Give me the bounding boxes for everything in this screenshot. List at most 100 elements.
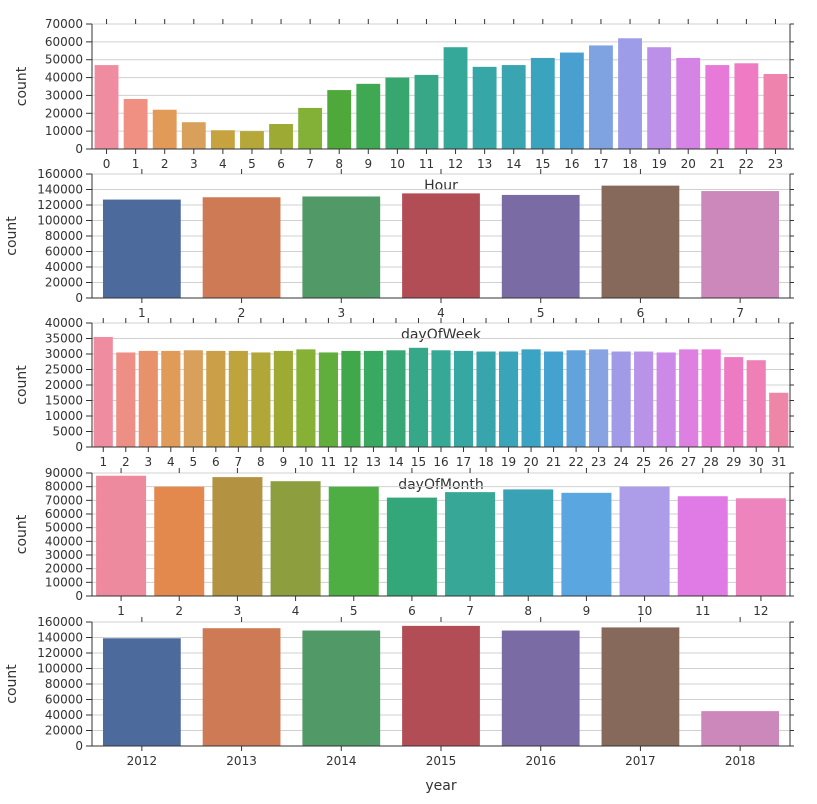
bar-20 [521,349,541,447]
bar-17 [589,45,613,149]
y-tick-label: 140000 [37,183,83,197]
x-tick-label: 9 [364,157,372,171]
x-tick-label: 14 [388,455,403,469]
x-tick-label: 2018 [725,754,756,768]
y-tick-label: 40000 [45,708,83,722]
x-tick-label: 10 [298,455,313,469]
bar-31 [769,392,789,447]
bar-14 [386,350,406,447]
bar-1 [123,99,148,149]
x-tick-label: 19 [651,157,666,171]
x-tick-label: 27 [681,455,696,469]
x-tick-label: 2 [161,157,169,171]
y-tick-label: 50000 [45,521,83,535]
x-tick-label: 12 [343,455,358,469]
x-axis-label: Hour [424,178,458,194]
y-tick-label: 0 [75,739,83,753]
bar-2014 [302,630,381,746]
bar-3 [302,196,381,298]
x-tick-label: 2014 [326,754,357,768]
x-tick-label: 1 [99,455,107,469]
x-tick-label: 2017 [625,754,656,768]
x-tick-label: 20 [681,157,696,171]
x-axis-label: dayOfMonth [398,477,484,493]
bar-10 [385,77,410,149]
x-tick-label: 20 [523,455,538,469]
y-tick-label: 30000 [45,347,83,361]
bar-12 [443,47,468,149]
x-tick-label: 7 [736,306,744,320]
bar-22 [566,350,586,447]
y-tick-label: 20000 [45,106,83,120]
bar-13 [472,66,497,149]
bar-7 [701,191,780,298]
y-tick-label: 25000 [45,363,83,377]
bar-29 [724,357,744,447]
bar-8 [327,90,352,149]
bar-14 [501,65,526,149]
y-tick-label: 0 [75,589,83,603]
bar-9 [273,350,293,447]
x-tick-label: 22 [739,157,754,171]
chart-panel-2: 0200004000060000800001000001200001400001… [4,167,794,343]
bar-1 [102,199,181,298]
x-tick-label: 30 [749,455,764,469]
y-tick-label: 40000 [45,71,83,85]
x-tick-label: 9 [280,455,288,469]
bar-19 [647,47,672,149]
y-tick-label: 30000 [45,88,83,102]
x-tick-label: 6 [277,157,285,171]
y-tick-label: 60000 [45,507,83,521]
bar-6 [386,497,437,596]
x-tick-label: 11 [419,157,434,171]
bar-11 [318,352,338,447]
x-tick-label: 8 [257,455,265,469]
x-tick-label: 1 [117,604,125,618]
bar-21 [705,65,730,149]
bar-12 [735,498,786,596]
x-tick-label: 10 [390,157,405,171]
x-tick-label: 17 [456,455,471,469]
x-tick-label: 23 [591,455,606,469]
bar-26 [656,352,676,447]
y-axis-label: count [4,664,20,704]
bar-15 [408,347,429,447]
x-tick-label: 26 [659,455,674,469]
bar-7 [228,350,248,447]
x-tick-label: 2 [122,455,130,469]
bar-5 [240,131,264,149]
x-tick-label: 3 [337,306,345,320]
y-tick-label: 60000 [45,35,83,49]
x-tick-label: 10 [637,604,652,618]
chart-panel-4: 0100002000030000400005000060000700008000… [14,466,794,618]
x-tick-label: 16 [433,455,448,469]
x-tick-label: 21 [710,157,725,171]
y-tick-label: 10000 [45,575,83,589]
bar-6 [206,350,226,447]
bar-3 [181,122,206,149]
x-tick-label: 13 [477,157,492,171]
bar-27 [679,349,699,447]
bar-11 [414,74,439,149]
y-tick-label: 80000 [45,677,83,691]
bar-21 [544,351,564,447]
x-tick-label: 2 [238,306,246,320]
x-tick-label: 22 [568,455,583,469]
x-tick-label: 5 [537,306,545,320]
x-tick-label: 25 [636,455,651,469]
x-tick-label: 17 [593,157,608,171]
y-tick-label: 60000 [45,245,83,259]
bar-24 [611,351,631,447]
y-tick-label: 0 [75,142,83,156]
y-tick-label: 20000 [45,378,83,392]
x-tick-label: 12 [448,157,463,171]
y-axis-label: count [14,66,30,106]
y-tick-label: 80000 [45,480,83,494]
bar-23 [763,74,788,149]
bar-2012 [102,638,181,746]
bar-28 [701,349,721,447]
bar-17 [453,350,474,447]
